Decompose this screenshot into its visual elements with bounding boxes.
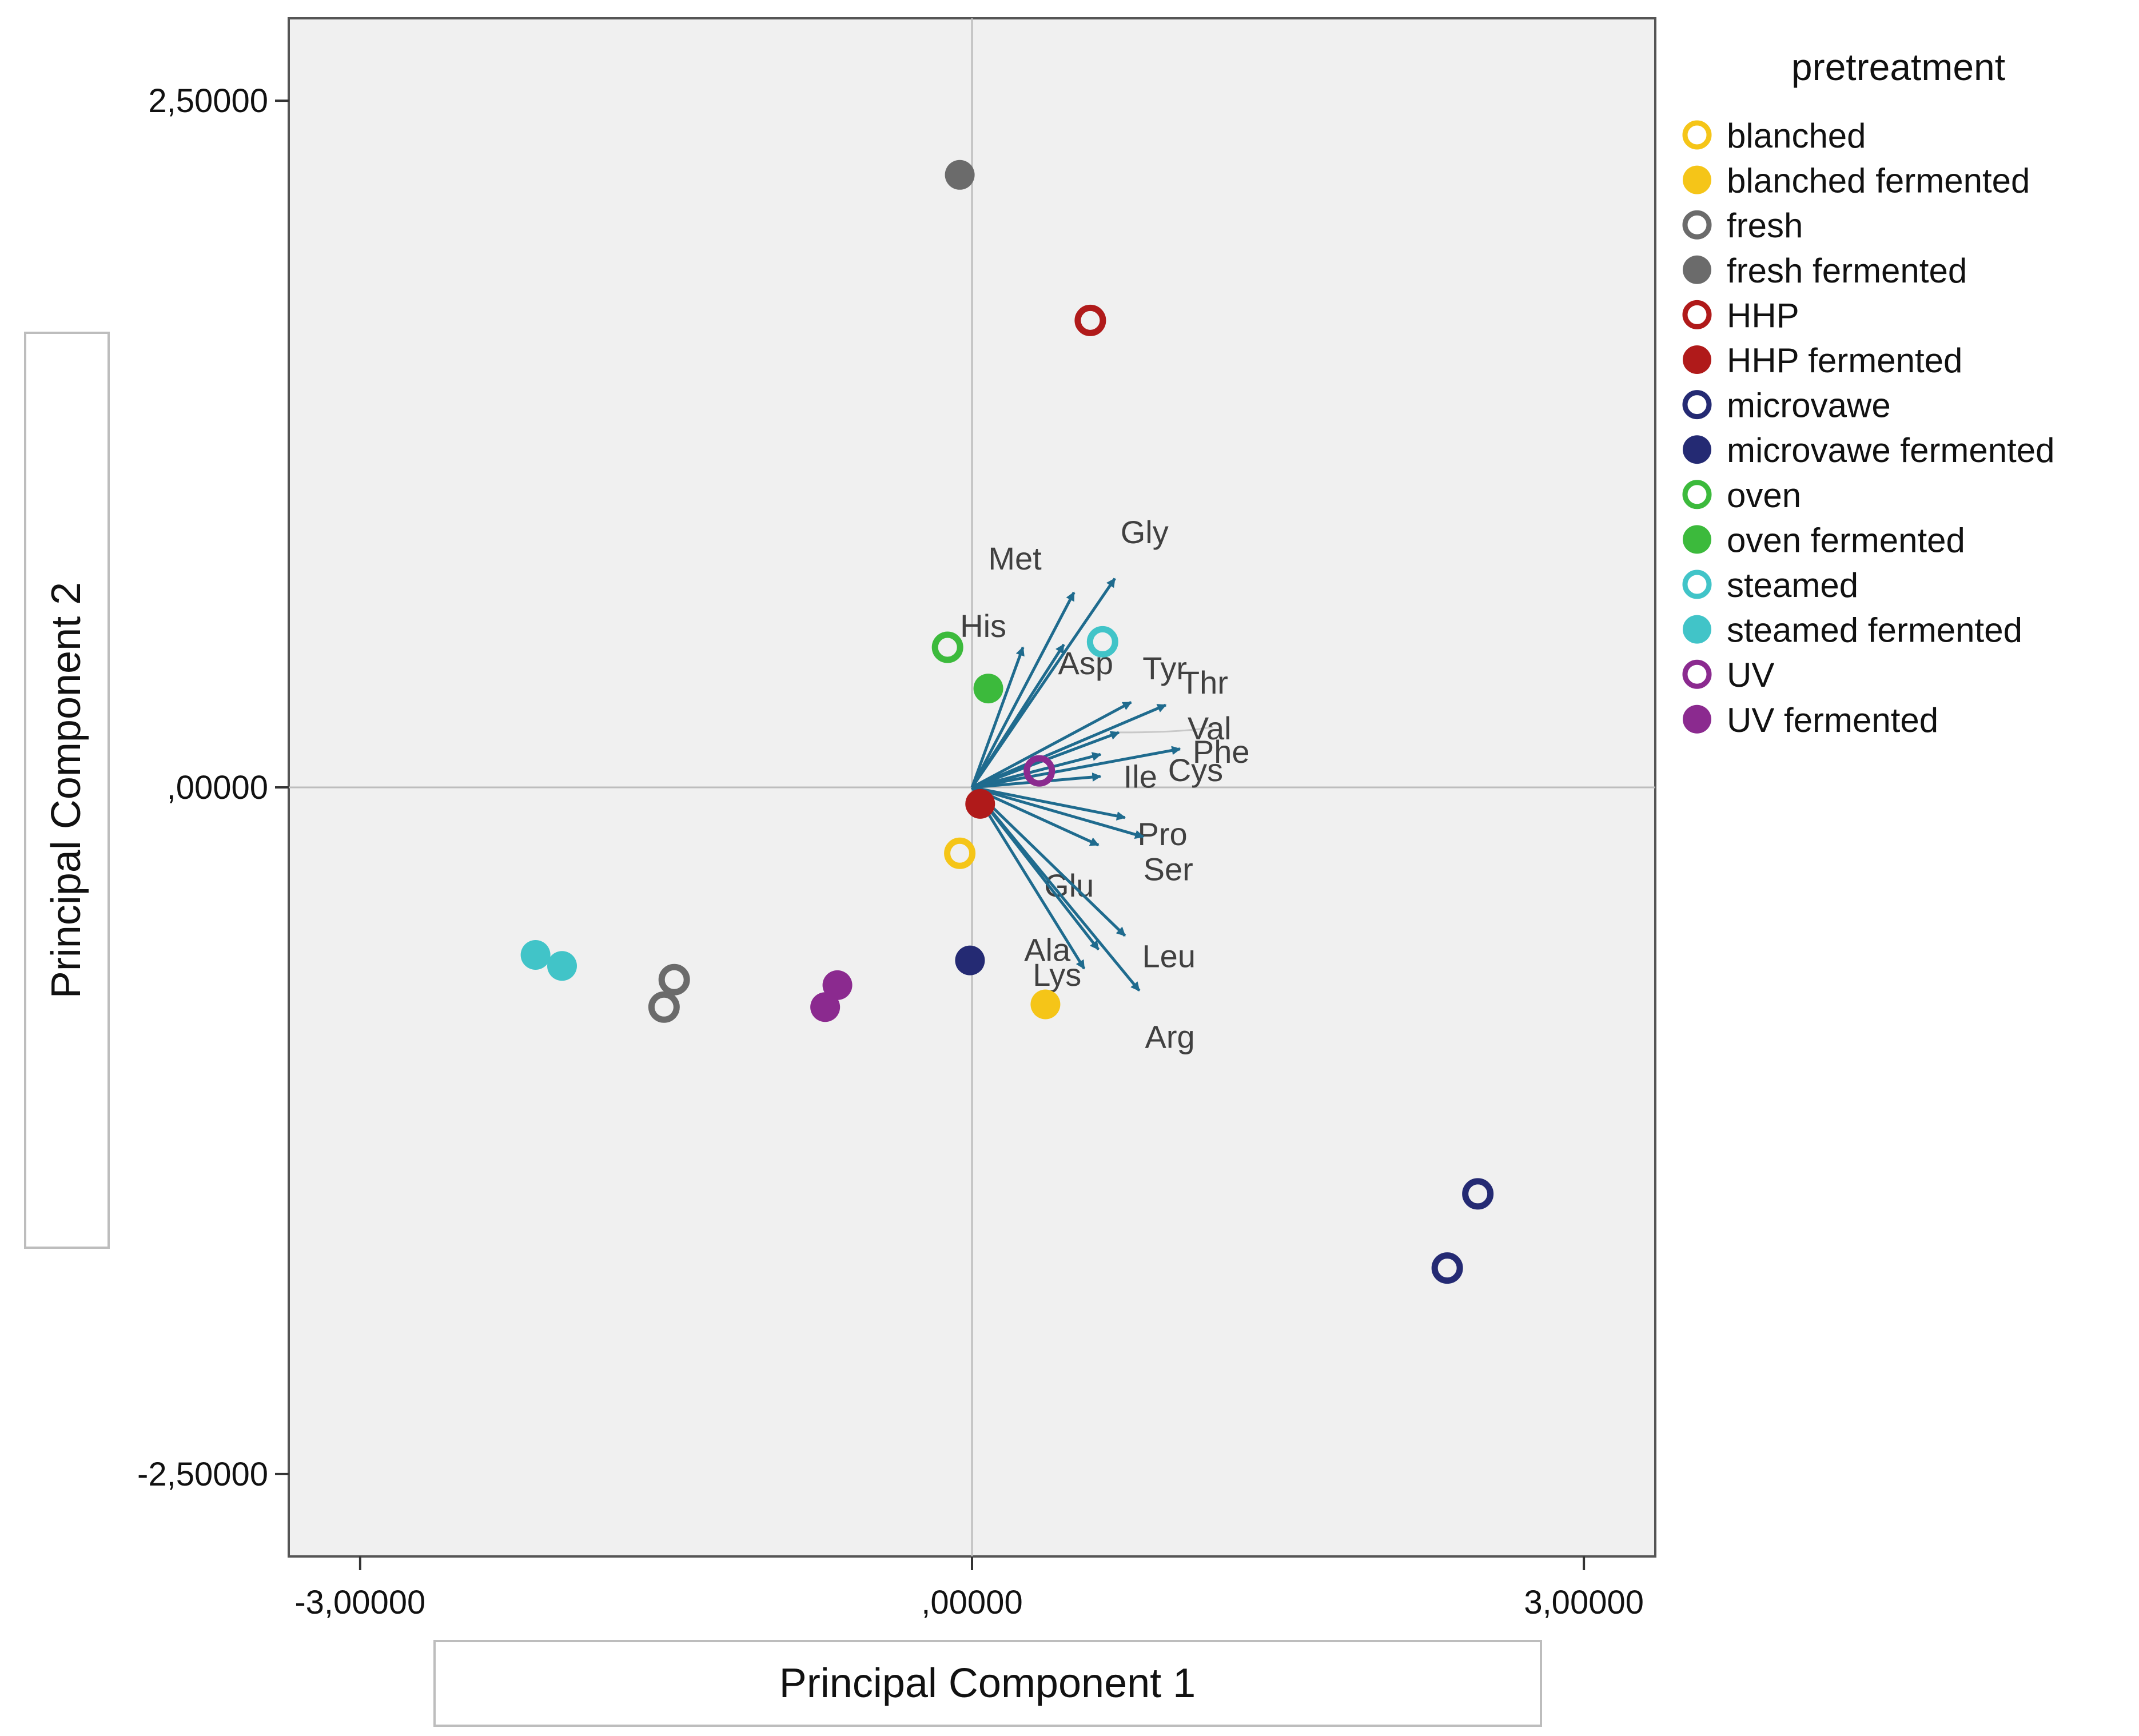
x-tick-label: 3,00000 bbox=[1524, 1584, 1644, 1621]
point-microvawe-fermented bbox=[955, 945, 985, 975]
legend-marker-fresh bbox=[1682, 210, 1712, 240]
point-fresh bbox=[658, 963, 690, 996]
legend-label-microvawe: microvawe bbox=[1727, 387, 1891, 425]
legend-label-hhp-fermented: HHP fermented bbox=[1727, 341, 1962, 380]
legend-label-uv-fermented: UV fermented bbox=[1727, 701, 1938, 739]
legend-label-steamed: steamed bbox=[1727, 566, 1858, 604]
legend-title: pretreatment bbox=[1791, 46, 2005, 88]
point-oven bbox=[931, 631, 963, 663]
y-axis-title-box bbox=[24, 332, 110, 1249]
legend-marker-oven bbox=[1682, 480, 1712, 509]
point-hhp-fermented bbox=[965, 789, 995, 819]
legend-label-oven: oven bbox=[1727, 476, 1801, 515]
x-axis-title-box bbox=[433, 1640, 1542, 1727]
legend-marker-hhp-fermented bbox=[1683, 345, 1711, 374]
loading-label-ser: Ser bbox=[1144, 851, 1193, 887]
x-tick-label: -3,00000 bbox=[294, 1584, 425, 1621]
loading-vector-pro bbox=[971, 786, 1126, 821]
y-tick-label: 2,50000 bbox=[148, 82, 268, 120]
y-tick-label: ,00000 bbox=[167, 769, 268, 806]
loading-vector-ile bbox=[971, 752, 1102, 789]
legend-label-hhp: HHP bbox=[1727, 296, 1799, 335]
loading-label-thr: Thr bbox=[1180, 664, 1228, 700]
point-steamed-fermented bbox=[520, 940, 551, 970]
legend-marker-oven-fermented bbox=[1683, 525, 1711, 554]
point-hhp bbox=[1074, 304, 1106, 336]
point-uv-fermented bbox=[810, 992, 841, 1022]
loading-vector-ser bbox=[971, 786, 1145, 839]
point-steamed-fermented bbox=[547, 951, 577, 981]
loading-label-arg: Arg bbox=[1145, 1018, 1195, 1054]
legend-label-fresh: fresh bbox=[1727, 206, 1803, 245]
loading-label-lys: Lys bbox=[1033, 957, 1081, 993]
loading-vector-met bbox=[970, 591, 1076, 789]
y-axis-title: Principal Component 2 bbox=[43, 582, 89, 998]
loading-label-leu: Leu bbox=[1142, 938, 1196, 974]
legend-marker-blanched bbox=[1682, 120, 1712, 150]
legend-marker-steamed bbox=[1682, 570, 1712, 599]
point-microvawe bbox=[1431, 1252, 1463, 1284]
legend-label-microvawe-fermented: microvawe fermented bbox=[1727, 431, 2055, 469]
legend-marker-steamed-fermented bbox=[1683, 615, 1711, 644]
legend-marker-uv-fermented bbox=[1683, 704, 1711, 734]
x-tick-label: ,00000 bbox=[921, 1584, 1022, 1621]
legend-label-steamed-fermented: steamed fermented bbox=[1727, 611, 2022, 650]
point-steamed bbox=[1086, 626, 1118, 658]
loading-label-met: Met bbox=[988, 540, 1042, 576]
loading-label-val: Val bbox=[1188, 710, 1232, 746]
val-label-connector bbox=[1118, 726, 1213, 734]
loading-vector-tyr bbox=[971, 700, 1132, 789]
loading-label-gly: Gly bbox=[1121, 514, 1169, 550]
loading-vector-thr bbox=[971, 703, 1167, 789]
legend-label-uv: UV bbox=[1727, 656, 1774, 694]
loading-label-ile: Ile bbox=[1124, 758, 1157, 794]
legend-label-fresh-fermented: fresh fermented bbox=[1727, 252, 1967, 290]
loading-vector-arg bbox=[971, 786, 1141, 992]
loading-vector-asp bbox=[970, 643, 1065, 789]
point-uv bbox=[1023, 755, 1055, 787]
legend-label-oven-fermented: oven fermented bbox=[1727, 521, 1965, 559]
loading-label-asp: Asp bbox=[1058, 645, 1114, 681]
point-blanched bbox=[944, 837, 976, 869]
loading-vector-phe bbox=[971, 746, 1181, 789]
legend-label-blanched: blanched bbox=[1727, 117, 1866, 155]
loading-label-tyr: Tyr bbox=[1142, 650, 1187, 686]
legend-label-blanched-fermented: blanched fermented bbox=[1727, 162, 2030, 200]
legend-marker-microvawe bbox=[1682, 390, 1712, 420]
loading-vector-his bbox=[970, 646, 1025, 788]
point-oven-fermented bbox=[973, 674, 1003, 704]
legend-marker-hhp bbox=[1682, 300, 1712, 329]
legend-marker-blanched-fermented bbox=[1683, 165, 1711, 194]
loading-label-pro: Pro bbox=[1138, 816, 1188, 852]
point-fresh-fermented bbox=[945, 160, 975, 190]
loading-label-his: His bbox=[960, 608, 1006, 644]
legend-marker-fresh-fermented bbox=[1683, 255, 1711, 284]
point-blanched-fermented bbox=[1030, 989, 1061, 1020]
loading-vector-lys bbox=[970, 786, 1086, 970]
loading-vector-leu bbox=[971, 786, 1126, 937]
loading-label-cys: Cys bbox=[1168, 752, 1223, 788]
point-microvawe bbox=[1462, 1178, 1494, 1210]
y-tick-label: -2,50000 bbox=[137, 1456, 268, 1493]
legend-marker-uv bbox=[1682, 659, 1712, 689]
point-fresh bbox=[648, 991, 680, 1023]
x-axis-title: Principal Component 1 bbox=[779, 1661, 1196, 1706]
point-uv-fermented bbox=[822, 970, 853, 1000]
legend-marker-microvawe-fermented bbox=[1683, 435, 1711, 464]
loading-label-ala: Ala bbox=[1024, 931, 1071, 967]
loading-label-phe: Phe bbox=[1193, 734, 1250, 770]
